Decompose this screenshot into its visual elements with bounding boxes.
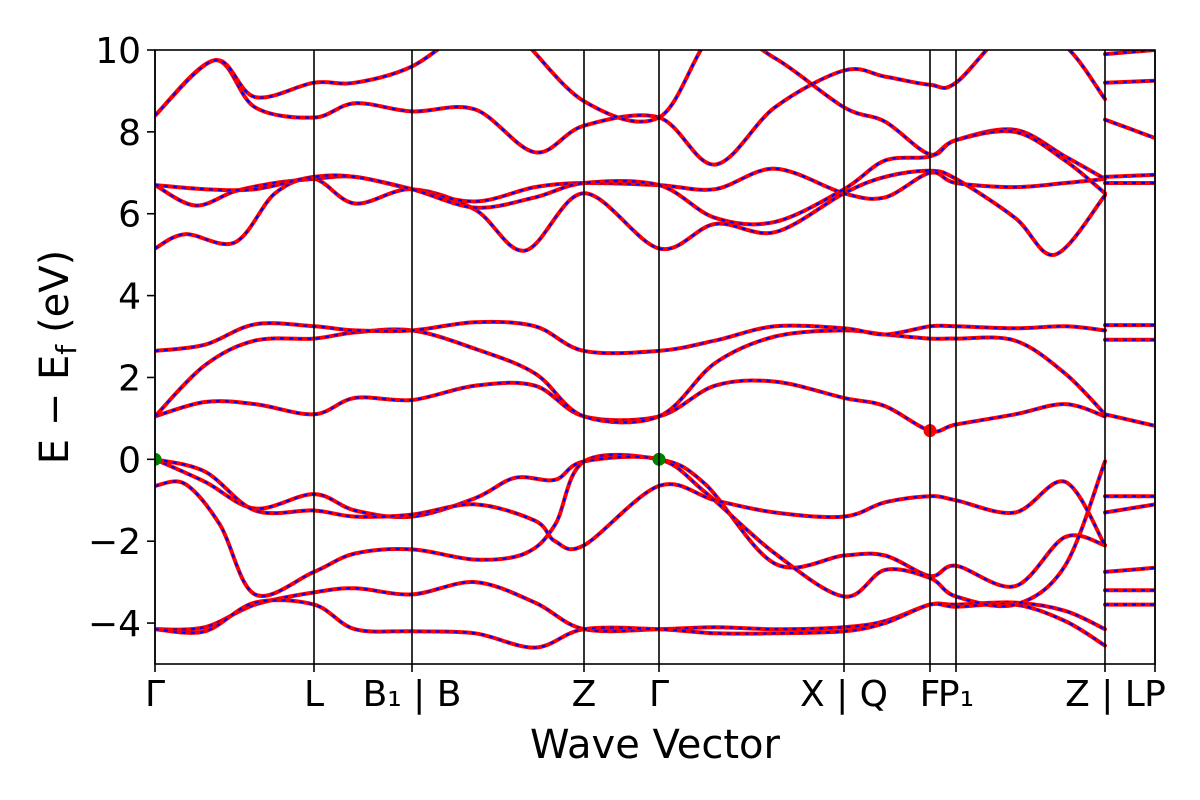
y-tick-label: 4 (118, 277, 141, 318)
y-tick-label: −4 (88, 604, 141, 645)
x-tick-label: P₁ (938, 674, 974, 715)
y-axis-title-subscript: f (50, 344, 83, 355)
x-axis-title: Wave Vector (530, 722, 781, 768)
y-axis-ticks: 10 8 6 4 2 0 −2 −4 (88, 31, 155, 645)
y-tick-label: 10 (95, 31, 141, 72)
band-line-overlay (155, 458, 1106, 551)
y-tick-label: −2 (88, 522, 141, 563)
x-tick-label: F (920, 674, 941, 715)
x-tick-label: Γ (649, 674, 669, 715)
y-axis-title-unit: (eV) (32, 250, 78, 333)
band-line (1103, 172, 1155, 179)
x-tick-label: Z (572, 674, 597, 715)
x-tick-label: Z | L (1065, 674, 1145, 715)
x-tick-label: Γ (145, 674, 165, 715)
y-axis-title: E − Ef (eV) (32, 250, 83, 465)
band-line-overlay (1104, 566, 1155, 573)
x-tick-label: B₁ | B (363, 674, 462, 715)
band-line-overlay (1104, 173, 1155, 178)
extremum-marker (155, 452, 162, 466)
x-tick-label: P (1144, 674, 1166, 715)
y-tick-label: 6 (118, 195, 141, 236)
band-line-overlay (1104, 413, 1155, 427)
x-tick-label: L (304, 674, 324, 715)
band-line (1103, 78, 1155, 85)
band-line-overlay (1104, 118, 1155, 140)
plot-frame (154, 49, 1156, 665)
y-tick-label: 2 (118, 358, 141, 399)
x-tick-label: X | Q (800, 674, 888, 715)
y-axis-title-main: E − E (32, 355, 78, 465)
band-line-overlay (155, 455, 1107, 608)
y-tick-label: 0 (118, 440, 141, 481)
band-line-overlay (1104, 503, 1155, 514)
y-tick-label: 8 (118, 113, 141, 154)
band-line-overlay (1104, 79, 1155, 84)
